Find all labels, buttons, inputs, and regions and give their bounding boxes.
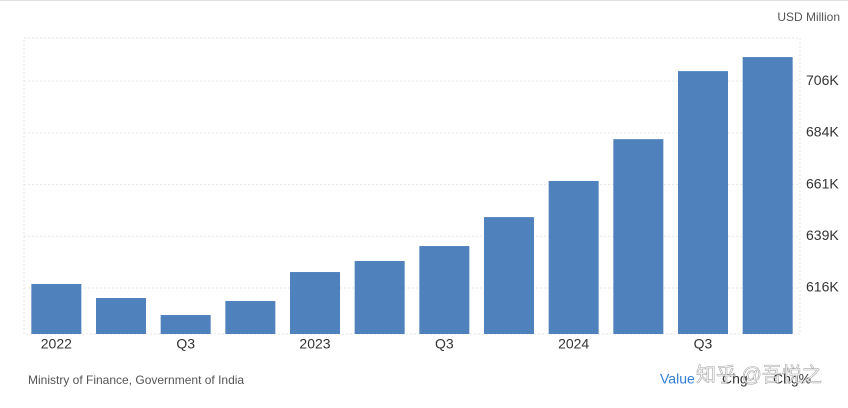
unit-label: USD Million — [777, 10, 840, 24]
x-tick-label: Q3 — [176, 336, 195, 352]
source: Ministry of Finance, Government of India — [28, 373, 244, 387]
watermark: 知乎 @吾悦之 — [696, 363, 822, 386]
x-tick-label: 2022 — [41, 336, 72, 352]
y-tick-label: 661K — [806, 175, 839, 191]
y-tick-label: 684K — [806, 124, 839, 140]
y-tick-label: 706K — [806, 72, 839, 88]
chg-pct-button[interactable]: Chg% — [773, 371, 811, 387]
x-tick-label: 2024 — [558, 336, 589, 352]
x-tick-label: Q3 — [435, 336, 454, 352]
bar — [742, 57, 793, 335]
y-tick-label: 616K — [806, 279, 839, 295]
bar — [354, 261, 405, 334]
bar — [678, 71, 728, 334]
bar — [613, 139, 664, 334]
x-tick-label: 2023 — [299, 336, 330, 352]
bar — [160, 315, 211, 334]
bar — [484, 217, 534, 334]
x-tick-label: Q3 — [694, 336, 713, 352]
value-button[interactable]: Value — [660, 371, 695, 387]
y-tick-label: 639K — [806, 227, 839, 243]
bar — [96, 298, 146, 334]
bar — [548, 180, 599, 334]
plot-area — [23, 37, 801, 335]
bar — [225, 301, 276, 334]
chg-button[interactable]: Chg — [722, 371, 748, 387]
bar — [290, 272, 340, 334]
bar — [31, 283, 82, 334]
bar — [419, 246, 470, 334]
